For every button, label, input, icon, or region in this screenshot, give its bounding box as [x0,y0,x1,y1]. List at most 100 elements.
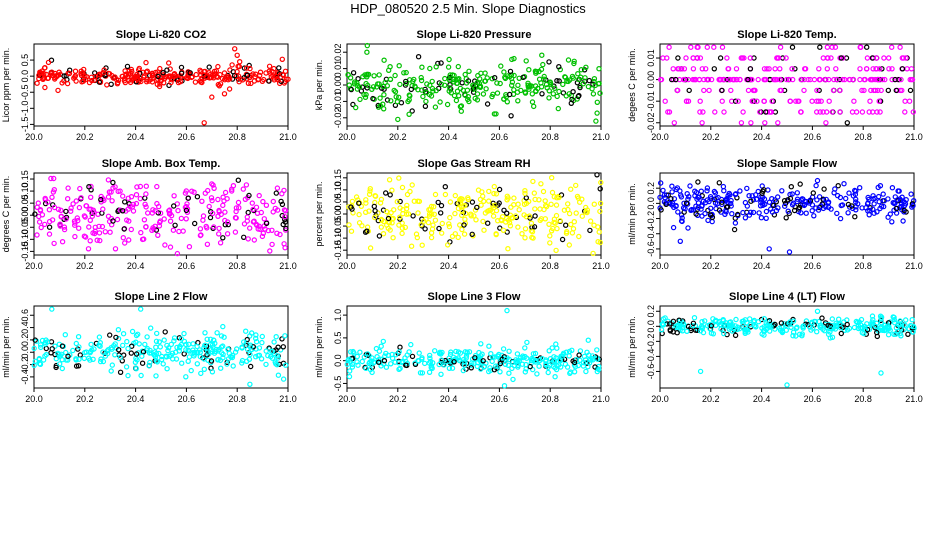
data-point [441,362,447,368]
data-point [747,66,754,72]
data-point [459,212,465,218]
data-point [363,91,369,98]
data-point [143,191,149,197]
data-point [121,199,128,205]
data-point [357,349,363,355]
data-point [584,349,590,355]
data-point [745,87,752,94]
data-point [202,330,208,336]
data-point [789,44,796,50]
data-point [283,76,289,82]
data-point [74,215,81,221]
data-point [550,363,557,370]
data-point [120,352,127,358]
data-point [72,73,79,79]
data-point [363,365,369,371]
data-point [442,183,448,190]
data-point [178,70,185,76]
data-point [837,194,844,201]
data-point [461,231,468,237]
data-point [141,217,148,223]
data-point [861,330,867,337]
data-point [489,75,495,82]
data-point [670,66,676,72]
data-series [345,42,603,124]
data-point [167,218,174,224]
data-point [133,191,140,198]
data-point [350,70,357,76]
data-point [115,79,121,86]
y-tick-label: -0.5 [333,376,343,392]
data-point [451,359,457,365]
data-point [472,355,478,361]
data-point [346,222,352,228]
data-point [777,66,783,72]
data-point [246,192,252,199]
data-point [575,93,582,100]
data-point [153,338,160,344]
data-point [276,70,283,77]
x-tick-label: 21.0 [905,132,923,142]
data-point [792,66,798,72]
data-point [132,359,139,365]
data-point [662,98,668,104]
data-point [253,339,260,345]
data-point [657,194,663,201]
data-point [250,344,256,350]
data-point [785,208,791,214]
data-point [786,249,793,255]
data-point [482,70,488,76]
data-point [817,109,823,115]
data-point [590,91,597,97]
data-point [381,57,387,63]
data-point [670,324,676,330]
data-point [740,209,746,216]
data-point [423,89,430,96]
data-point [198,79,204,85]
data-point [216,83,223,89]
data-point [36,219,43,225]
data-point [552,85,558,92]
data-point [531,224,538,230]
data-point [878,370,884,376]
data-point [444,101,451,108]
data-point [671,120,678,126]
data-point [857,44,863,50]
data-point [795,98,801,104]
data-point [124,338,130,345]
data-point [720,317,726,323]
data-point [459,226,465,233]
data-point [565,206,571,213]
data-point [397,198,403,205]
data-point [693,203,699,209]
data-point [664,55,670,61]
data-point [862,76,868,83]
data-point [361,91,367,98]
data-point [857,184,863,191]
data-point [86,183,92,190]
data-point [176,348,182,354]
data-point [536,68,542,75]
data-point [263,348,269,354]
data-point [156,223,163,229]
data-point [99,223,106,230]
data-point [36,75,42,82]
data-point [391,207,397,213]
data-point [704,185,711,191]
data-point [537,357,543,363]
data-point [563,230,570,236]
data-point [52,70,58,77]
chart-title: Slope Li-820 CO2 [116,29,206,41]
x-tick-label: 20.8 [854,261,872,271]
data-point [696,194,702,200]
data-point [703,66,709,72]
data-point [209,197,215,204]
data-point [452,192,458,199]
data-point [240,234,247,240]
data-point [783,76,790,83]
data-point [157,344,163,350]
data-point [794,196,801,202]
data-point [569,230,576,236]
